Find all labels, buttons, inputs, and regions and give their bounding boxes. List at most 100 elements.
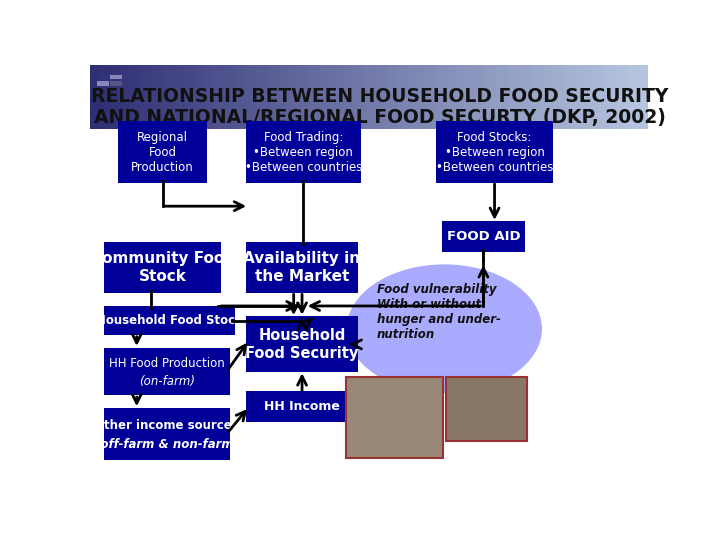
FancyBboxPatch shape: [96, 75, 109, 79]
FancyBboxPatch shape: [620, 63, 626, 129]
FancyBboxPatch shape: [352, 63, 358, 129]
Text: Availability in
the Market: Availability in the Market: [243, 251, 361, 284]
FancyBboxPatch shape: [252, 63, 258, 129]
FancyBboxPatch shape: [246, 391, 358, 422]
FancyBboxPatch shape: [90, 63, 96, 129]
FancyBboxPatch shape: [575, 63, 581, 129]
FancyBboxPatch shape: [124, 63, 129, 129]
FancyBboxPatch shape: [631, 63, 637, 129]
FancyBboxPatch shape: [145, 63, 151, 129]
FancyBboxPatch shape: [408, 63, 414, 129]
Text: HH Income: HH Income: [264, 400, 340, 413]
FancyBboxPatch shape: [459, 63, 464, 129]
FancyBboxPatch shape: [431, 63, 436, 129]
FancyBboxPatch shape: [436, 121, 553, 183]
FancyBboxPatch shape: [246, 63, 252, 129]
Text: Food Trading:
•Between region
•Between countries: Food Trading: •Between region •Between c…: [245, 131, 362, 174]
FancyBboxPatch shape: [364, 63, 369, 129]
FancyBboxPatch shape: [514, 63, 520, 129]
FancyBboxPatch shape: [358, 63, 364, 129]
FancyBboxPatch shape: [96, 63, 102, 129]
FancyBboxPatch shape: [129, 63, 135, 129]
FancyBboxPatch shape: [302, 63, 307, 129]
Text: Food vulnerability
With or without
hunger and under-
nutrition: Food vulnerability With or without hunge…: [377, 283, 500, 341]
Text: AND NATIONAL/REGIONAL FOOD SECURTY (DKP, 2002): AND NATIONAL/REGIONAL FOOD SECURTY (DKP,…: [94, 108, 666, 127]
FancyBboxPatch shape: [230, 63, 235, 129]
FancyBboxPatch shape: [285, 63, 291, 129]
Text: Other income sources: Other income sources: [94, 419, 239, 432]
FancyBboxPatch shape: [441, 63, 447, 129]
FancyBboxPatch shape: [112, 63, 118, 129]
FancyBboxPatch shape: [319, 63, 325, 129]
FancyBboxPatch shape: [163, 63, 168, 129]
Text: (off-farm & non-farm): (off-farm & non-farm): [95, 438, 239, 451]
FancyBboxPatch shape: [341, 63, 347, 129]
FancyBboxPatch shape: [481, 63, 486, 129]
FancyBboxPatch shape: [207, 63, 213, 129]
FancyBboxPatch shape: [202, 63, 207, 129]
FancyBboxPatch shape: [185, 63, 191, 129]
FancyBboxPatch shape: [336, 63, 341, 129]
FancyBboxPatch shape: [380, 63, 386, 129]
FancyBboxPatch shape: [104, 241, 221, 294]
FancyBboxPatch shape: [109, 82, 122, 85]
FancyBboxPatch shape: [297, 63, 302, 129]
FancyBboxPatch shape: [240, 63, 246, 129]
FancyBboxPatch shape: [446, 377, 527, 441]
FancyBboxPatch shape: [151, 63, 157, 129]
FancyBboxPatch shape: [570, 63, 575, 129]
FancyBboxPatch shape: [324, 63, 330, 129]
FancyBboxPatch shape: [553, 63, 559, 129]
FancyBboxPatch shape: [224, 63, 230, 129]
Text: (on-farm): (on-farm): [139, 375, 194, 388]
FancyBboxPatch shape: [593, 63, 598, 129]
FancyBboxPatch shape: [269, 63, 274, 129]
FancyBboxPatch shape: [503, 63, 508, 129]
Text: Household Food Stock: Household Food Stock: [96, 314, 243, 327]
Ellipse shape: [347, 265, 542, 393]
FancyBboxPatch shape: [447, 63, 453, 129]
FancyBboxPatch shape: [413, 63, 419, 129]
Text: Household
Food Security: Household Food Security: [246, 328, 359, 361]
FancyBboxPatch shape: [526, 63, 531, 129]
FancyBboxPatch shape: [104, 408, 230, 460]
Text: RELATIONSHIP BETWEEN HOUSEHOLD FOOD SECURITY: RELATIONSHIP BETWEEN HOUSEHOLD FOOD SECU…: [91, 87, 669, 106]
FancyBboxPatch shape: [637, 63, 642, 129]
Text: Community Food
Stock: Community Food Stock: [91, 251, 235, 284]
FancyBboxPatch shape: [559, 63, 564, 129]
FancyBboxPatch shape: [263, 63, 269, 129]
FancyBboxPatch shape: [609, 63, 615, 129]
FancyBboxPatch shape: [603, 63, 609, 129]
FancyBboxPatch shape: [291, 63, 297, 129]
FancyBboxPatch shape: [464, 63, 469, 129]
Text: FOOD AID: FOOD AID: [446, 230, 521, 243]
FancyBboxPatch shape: [157, 63, 163, 129]
FancyBboxPatch shape: [425, 63, 431, 129]
FancyBboxPatch shape: [392, 63, 397, 129]
FancyBboxPatch shape: [179, 63, 185, 129]
FancyBboxPatch shape: [498, 63, 503, 129]
FancyBboxPatch shape: [492, 63, 498, 129]
FancyBboxPatch shape: [346, 377, 444, 458]
FancyBboxPatch shape: [213, 63, 218, 129]
FancyBboxPatch shape: [246, 241, 358, 294]
Text: Regional
Food
Production: Regional Food Production: [131, 131, 194, 174]
FancyBboxPatch shape: [547, 63, 553, 129]
FancyBboxPatch shape: [531, 63, 536, 129]
FancyBboxPatch shape: [386, 63, 392, 129]
FancyBboxPatch shape: [626, 63, 631, 129]
FancyBboxPatch shape: [402, 63, 408, 129]
FancyBboxPatch shape: [564, 63, 570, 129]
FancyBboxPatch shape: [246, 121, 361, 183]
FancyBboxPatch shape: [419, 63, 425, 129]
FancyBboxPatch shape: [118, 63, 124, 129]
FancyBboxPatch shape: [274, 63, 280, 129]
FancyBboxPatch shape: [109, 75, 122, 79]
FancyBboxPatch shape: [453, 63, 459, 129]
FancyBboxPatch shape: [397, 63, 402, 129]
FancyBboxPatch shape: [168, 63, 174, 129]
FancyBboxPatch shape: [101, 63, 107, 129]
FancyBboxPatch shape: [330, 63, 336, 129]
FancyBboxPatch shape: [581, 63, 587, 129]
Text: Food Stocks:
•Between region
•Between countries: Food Stocks: •Between region •Between co…: [436, 131, 553, 174]
